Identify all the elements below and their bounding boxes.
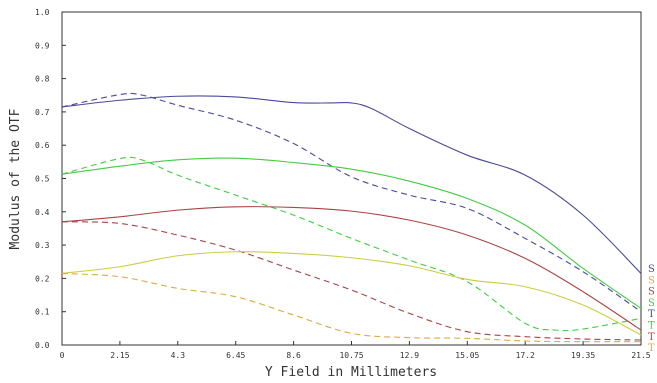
x-tick-label: 6.45	[226, 351, 245, 360]
plot-area-border	[61, 11, 642, 346]
x-tick-label: 17.2	[516, 351, 535, 360]
x-tick-label: 4.3	[171, 351, 186, 360]
series-line-7-tangential	[61, 272, 642, 343]
y-tick-label: 0.7	[35, 108, 50, 117]
y-tick-label: 0.0	[35, 341, 50, 350]
series-lines	[61, 92, 642, 343]
series-line-0-sagittal	[61, 95, 642, 274]
series-line-5-tangential	[61, 221, 642, 341]
x-tick-label: 10.75	[339, 351, 363, 360]
plot-frame	[61, 11, 642, 346]
y-tick-label: 0.5	[35, 175, 50, 184]
y-tick-label: 0.2	[35, 274, 50, 283]
legend-entry: S	[648, 275, 655, 286]
legend-entry: S	[648, 264, 655, 275]
x-tick-label: 0	[60, 351, 65, 360]
y-tick-label: 0.8	[35, 75, 50, 84]
x-tick-label: 12.9	[400, 351, 419, 360]
y-tick-label: 0.4	[35, 208, 50, 217]
legend-entry: T	[648, 343, 655, 354]
y-axis-ticks: 0.0 0.1 0.2 0.3 0.4 0.5 0.6 0.7 0.8 0.9 1.0	[35, 8, 66, 350]
y-tick-label: 0.6	[35, 141, 50, 150]
series-line-4-sagittal	[61, 206, 642, 331]
x-tick-label: 2.15	[110, 351, 129, 360]
series-line-6-sagittal	[61, 251, 642, 336]
x-tick-label: 15.05	[455, 351, 479, 360]
legend-entry: T	[648, 332, 655, 343]
legend-entry: T	[648, 321, 655, 332]
series-line-1-tangential	[61, 92, 642, 313]
y-tick-label: 0.3	[35, 241, 50, 250]
y-axis-label: Modulus of the OTF	[8, 108, 23, 249]
x-tick-label: 21.5	[631, 351, 650, 360]
x-tick-label: 19.35	[571, 351, 595, 360]
legend-entry: S	[648, 298, 655, 309]
x-tick-label: 8.6	[286, 351, 301, 360]
series-line-3-tangential	[61, 156, 642, 332]
y-tick-label: 1.0	[35, 8, 50, 17]
legend-entry: S	[648, 287, 655, 298]
y-tick-label: 0.9	[35, 41, 50, 50]
x-axis-label: Y Field in Millimeters	[265, 365, 437, 380]
x-axis-ticks: 0 2.15 4.3 6.45 8.6 10.75 12.9 15.05 17.2 19.35 21…	[60, 341, 651, 360]
series-line-2-sagittal	[61, 157, 642, 309]
y-tick-label: 0.1	[35, 308, 50, 317]
legend-entry: T	[648, 309, 655, 320]
